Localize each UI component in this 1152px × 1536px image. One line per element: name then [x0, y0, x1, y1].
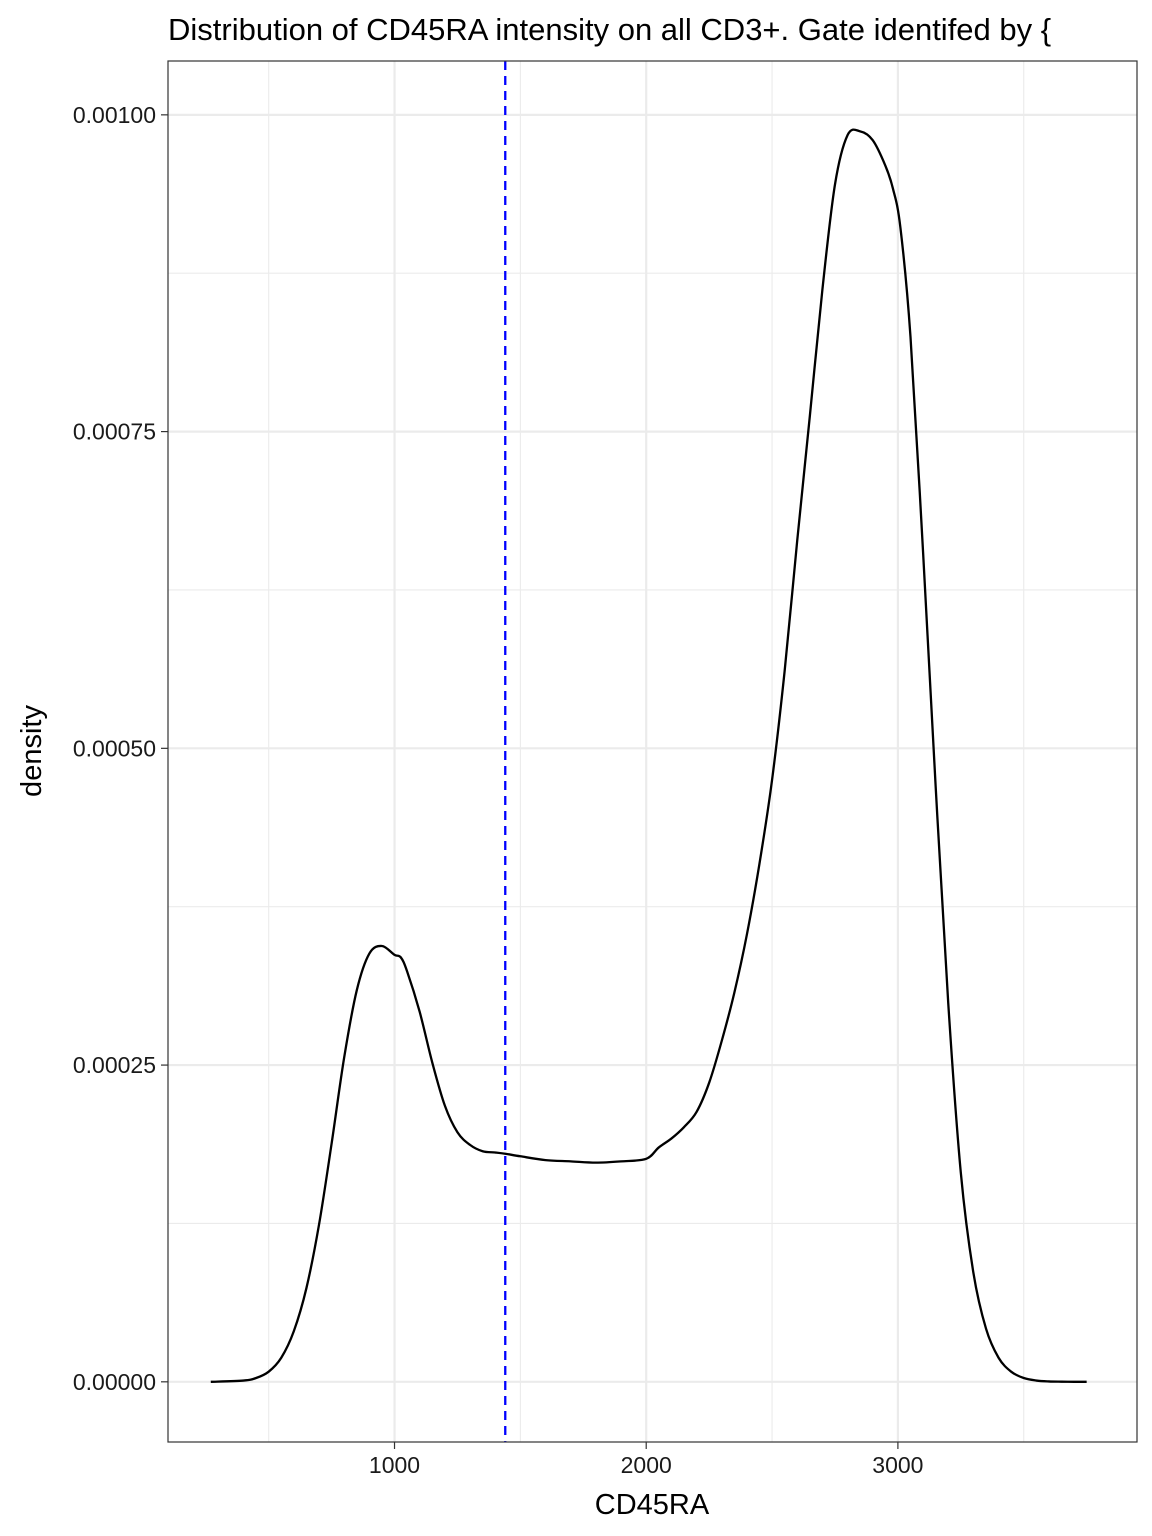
y-tick-label: 0.00000 — [73, 1369, 156, 1395]
x-tick-label: 3000 — [872, 1452, 923, 1478]
x-tick-label: 1000 — [369, 1452, 420, 1478]
y-tick-label: 0.00025 — [73, 1052, 156, 1078]
x-axis-title: CD45RA — [595, 1489, 710, 1521]
y-tick-label: 0.00100 — [73, 102, 156, 128]
grid-minor — [168, 61, 1137, 1442]
data-layer — [210, 61, 1087, 1442]
chart-title: Distribution of CD45RA intensity on all … — [168, 12, 1051, 47]
x-axis: 1000 2000 3000 — [369, 1442, 923, 1478]
y-axis: 0.00000 0.00025 0.00050 0.00075 0.00100 — [73, 102, 168, 1395]
y-tick-label: 0.00050 — [73, 735, 156, 761]
x-tick-label: 2000 — [621, 1452, 672, 1478]
grid-major — [168, 61, 1137, 1442]
plot-panel — [167, 60, 1138, 1443]
y-axis-title: density — [16, 705, 48, 797]
y-tick-label: 0.00075 — [73, 419, 156, 445]
panel-border — [167, 60, 1138, 1443]
density-curve — [210, 128, 1087, 1383]
panel-background — [168, 61, 1137, 1442]
